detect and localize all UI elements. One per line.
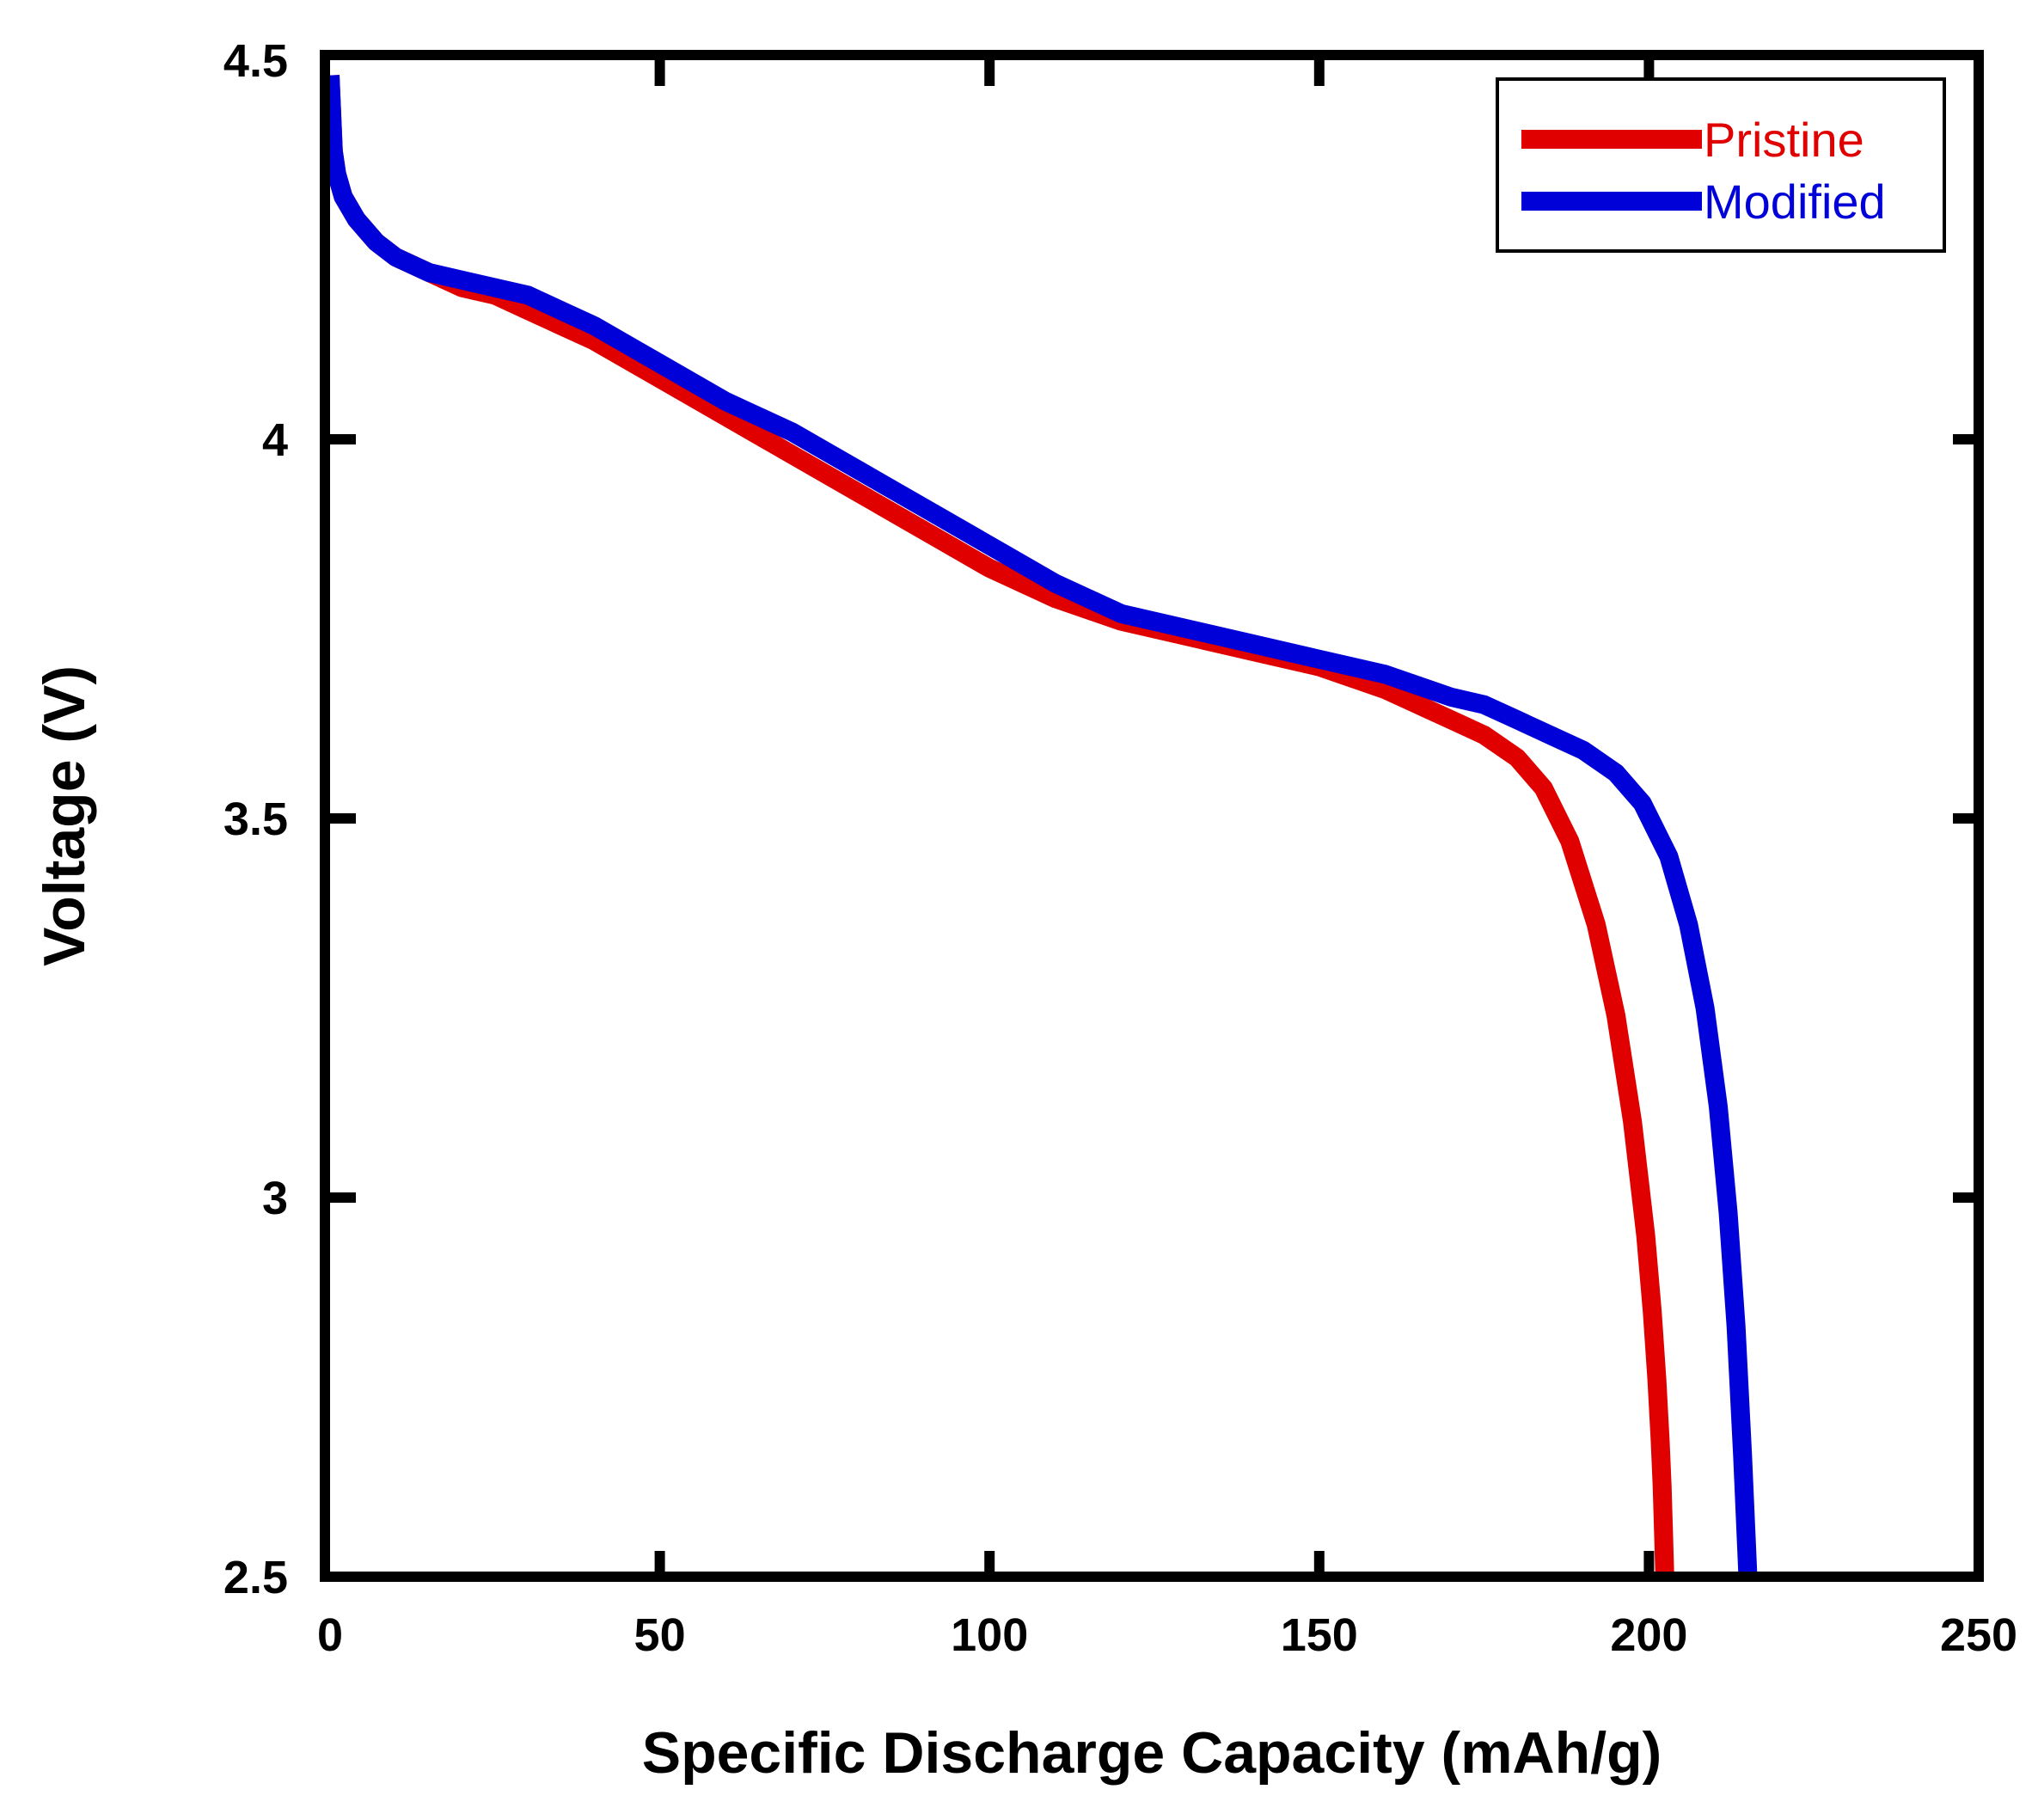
series-line-modified — [321, 75, 1758, 1578]
x-tick-label: 0 — [317, 1609, 343, 1661]
x-tick-label: 150 — [1281, 1609, 1358, 1661]
labels-layer: 0 50 100 150 200 250 2.5 3 3.5 4 4.5 — [223, 35, 2017, 1661]
y-tick-label: 3.5 — [223, 794, 288, 845]
legend-label-modified: Modified — [1704, 175, 1886, 229]
x-tick-label: 50 — [634, 1609, 686, 1661]
y-axis-title: Voltage (V) — [32, 665, 97, 966]
y-tick-label: 4.5 — [223, 35, 288, 87]
x-tick-label: 100 — [951, 1609, 1028, 1661]
x-tick-label: 250 — [1940, 1609, 2017, 1661]
y-tick-label: 3 — [262, 1173, 288, 1224]
x-tick-label: 200 — [1610, 1609, 1687, 1661]
legend-box — [1496, 77, 1946, 253]
x-axis-title: Specific Discharge Capacity (mAh/g) — [642, 1720, 1662, 1786]
y-tick-label: 2.5 — [223, 1552, 288, 1603]
series-layer — [321, 75, 1758, 1578]
legend: Pristine Modified — [1496, 77, 1946, 253]
legend-items: Pristine Modified — [1521, 113, 1886, 229]
y-tick-label: 4 — [262, 414, 288, 466]
legend-label-pristine: Pristine — [1704, 113, 1864, 167]
